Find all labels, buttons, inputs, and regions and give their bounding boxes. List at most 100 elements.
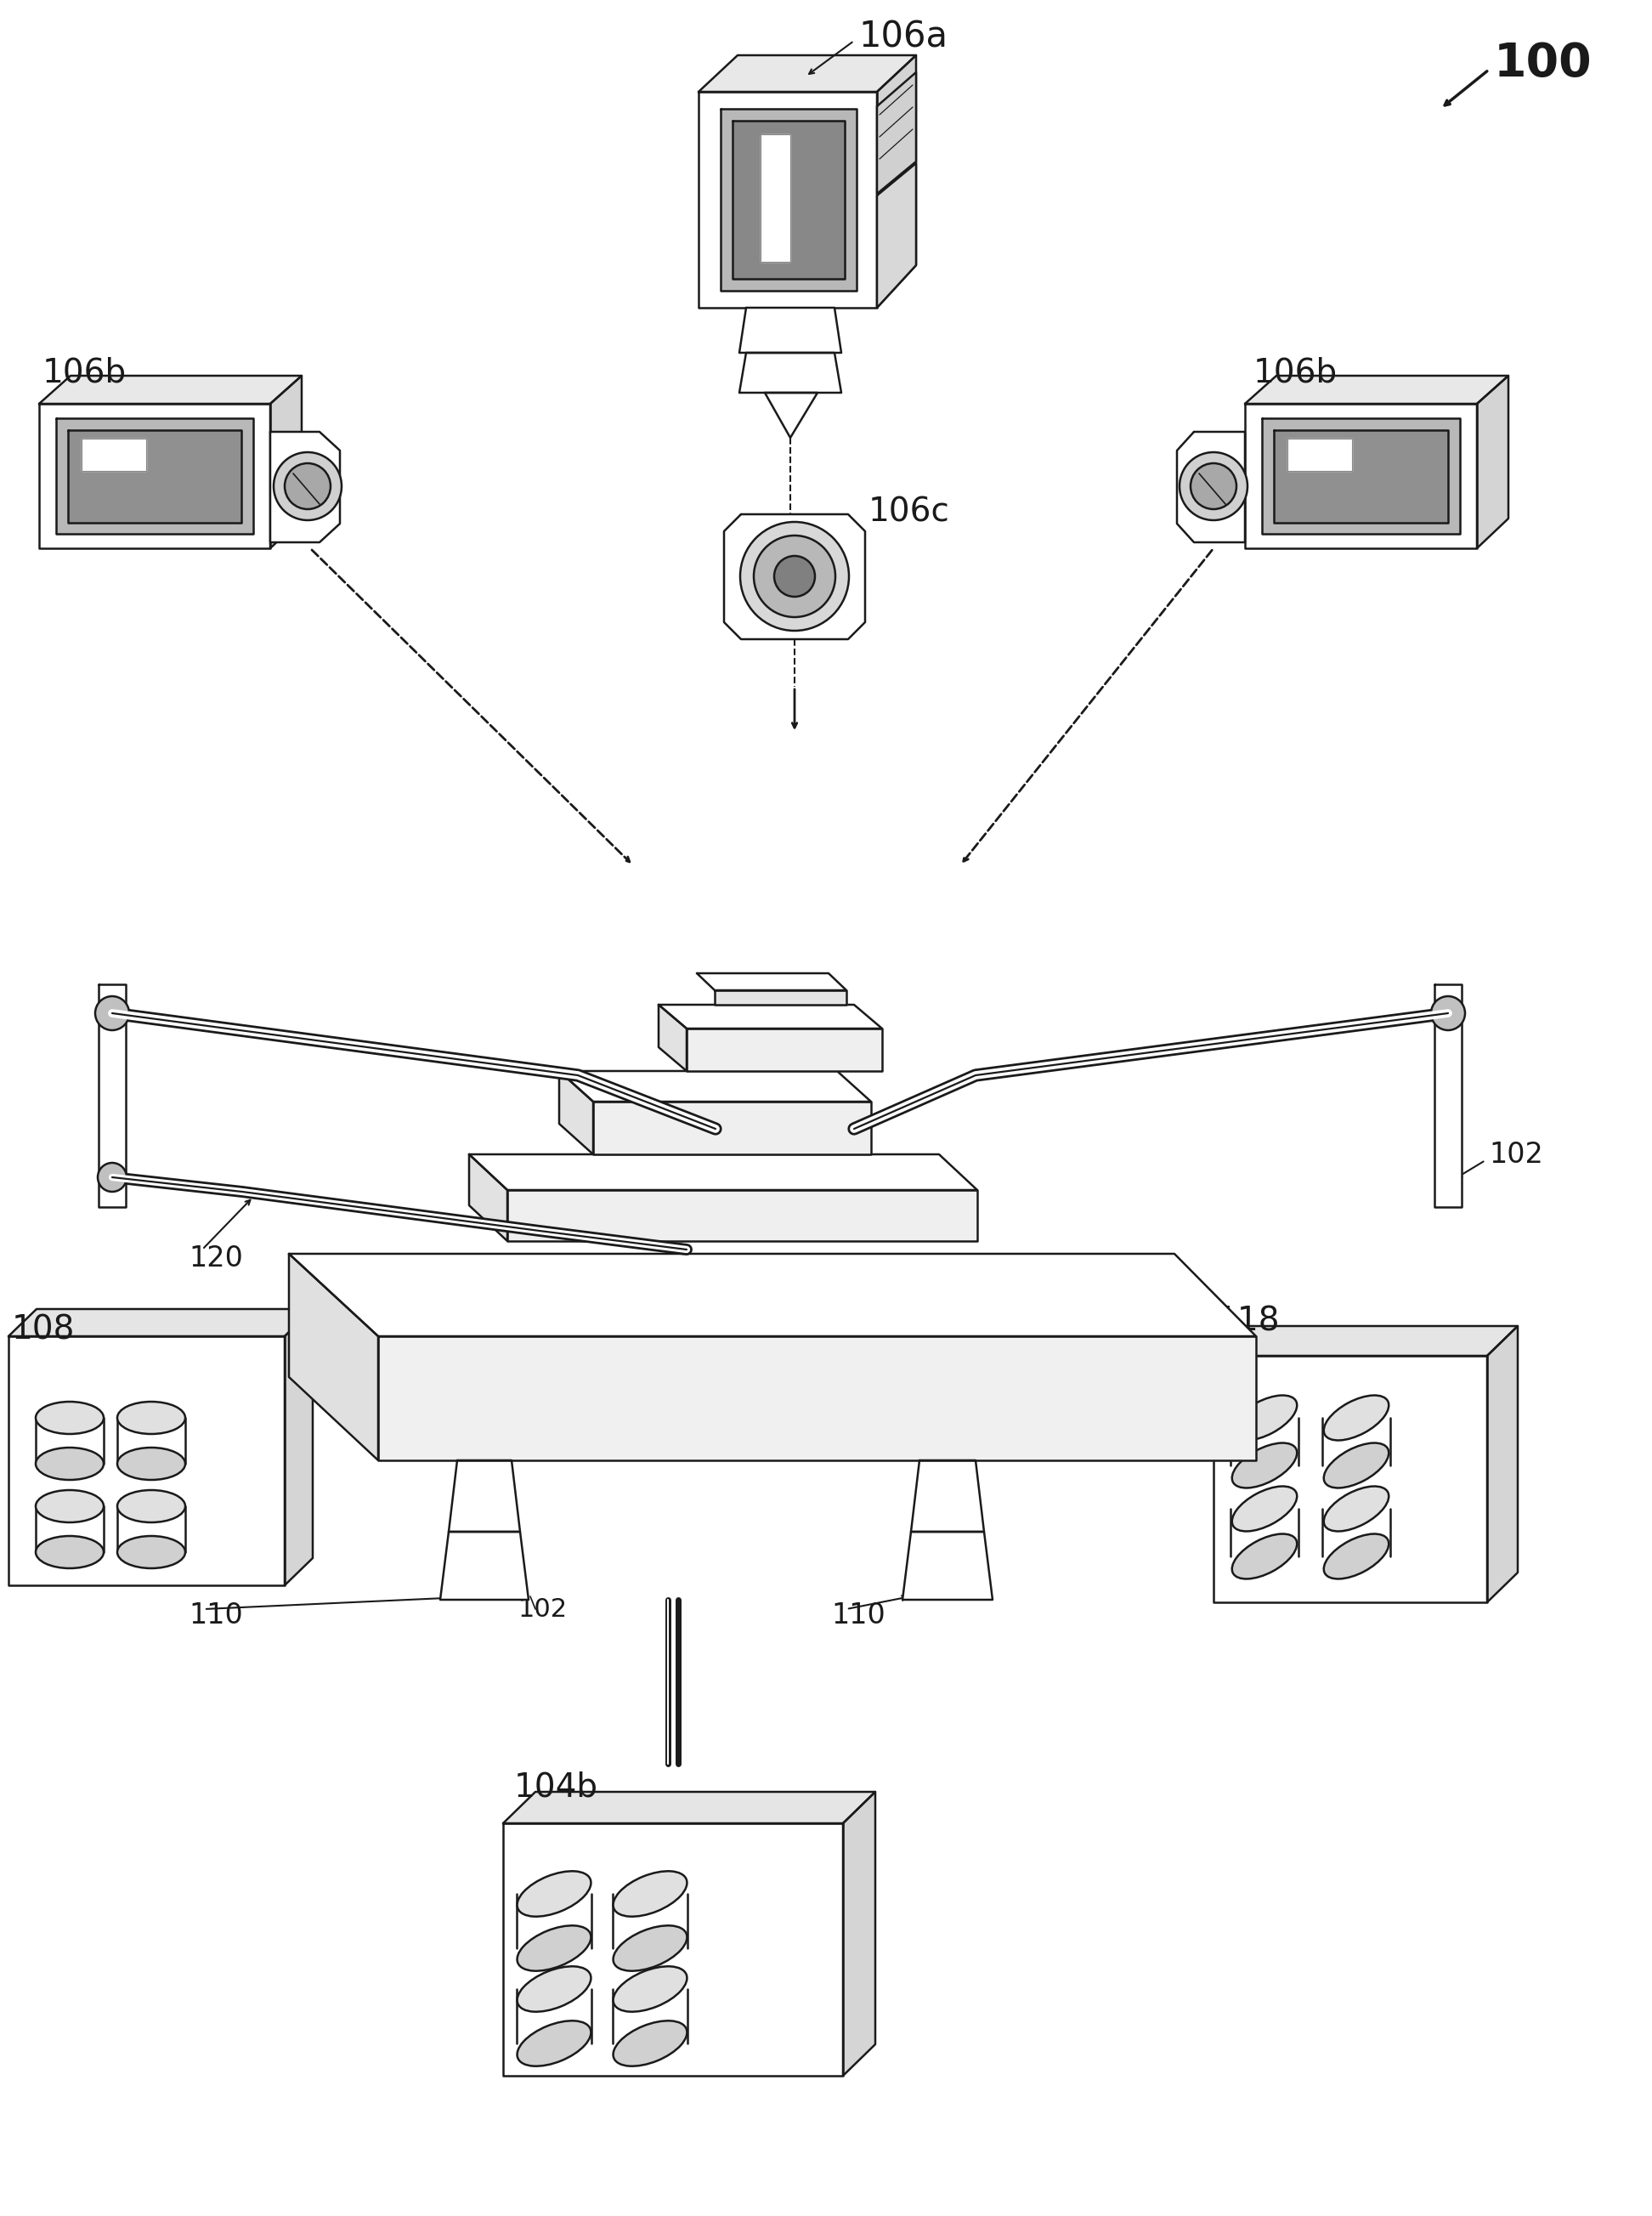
Polygon shape [659, 1004, 687, 1070]
Polygon shape [40, 377, 302, 403]
Polygon shape [1262, 419, 1460, 534]
Polygon shape [469, 1155, 507, 1241]
Polygon shape [760, 135, 790, 261]
Polygon shape [687, 1028, 882, 1070]
Polygon shape [68, 430, 241, 523]
Ellipse shape [117, 1536, 185, 1569]
Text: 102: 102 [519, 1598, 568, 1622]
Ellipse shape [117, 1489, 185, 1522]
Ellipse shape [613, 2021, 687, 2065]
Polygon shape [1287, 439, 1351, 472]
Ellipse shape [517, 2021, 591, 2065]
Ellipse shape [1232, 1533, 1297, 1578]
Text: 118: 118 [1218, 1305, 1280, 1336]
Polygon shape [81, 439, 145, 472]
Ellipse shape [96, 997, 129, 1030]
Text: 104a: 104a [752, 1108, 816, 1132]
Text: 110: 110 [831, 1600, 885, 1629]
Polygon shape [449, 1460, 520, 1531]
Ellipse shape [1191, 463, 1236, 510]
Ellipse shape [1232, 1396, 1297, 1440]
Ellipse shape [117, 1403, 185, 1434]
Ellipse shape [740, 523, 849, 632]
Polygon shape [1246, 377, 1508, 403]
Polygon shape [1477, 377, 1508, 547]
Text: 120: 120 [188, 1243, 243, 1272]
Ellipse shape [753, 536, 836, 616]
Text: 106b: 106b [1254, 357, 1338, 388]
Text: 102: 102 [474, 1567, 524, 1591]
Polygon shape [877, 164, 917, 308]
Polygon shape [697, 973, 846, 991]
Polygon shape [877, 55, 917, 308]
Ellipse shape [274, 452, 342, 521]
Polygon shape [284, 1310, 312, 1584]
Polygon shape [504, 1793, 876, 1824]
Polygon shape [439, 1531, 529, 1600]
Ellipse shape [36, 1536, 104, 1569]
Text: 110: 110 [188, 1600, 243, 1629]
Ellipse shape [613, 1870, 687, 1917]
Ellipse shape [36, 1447, 104, 1480]
Polygon shape [99, 984, 126, 1208]
Polygon shape [8, 1336, 284, 1584]
Ellipse shape [1323, 1396, 1389, 1440]
Polygon shape [715, 991, 846, 1004]
Polygon shape [1214, 1356, 1487, 1602]
Polygon shape [378, 1336, 1256, 1460]
Text: 106c: 106c [869, 496, 950, 527]
Polygon shape [507, 1190, 978, 1241]
Polygon shape [740, 352, 841, 392]
Polygon shape [732, 120, 844, 279]
Polygon shape [902, 1531, 993, 1600]
Ellipse shape [613, 1966, 687, 2012]
Polygon shape [558, 1070, 593, 1155]
Text: 108: 108 [12, 1314, 74, 1347]
Polygon shape [1274, 430, 1449, 523]
Ellipse shape [613, 1926, 687, 1970]
Ellipse shape [517, 1870, 591, 1917]
Polygon shape [1487, 1325, 1518, 1602]
Ellipse shape [517, 1966, 591, 2012]
Ellipse shape [36, 1489, 104, 1522]
Polygon shape [724, 514, 866, 638]
Polygon shape [271, 432, 340, 543]
Ellipse shape [775, 556, 814, 596]
Ellipse shape [1232, 1487, 1297, 1531]
Polygon shape [699, 55, 917, 91]
Ellipse shape [517, 1926, 591, 1970]
Polygon shape [40, 403, 271, 547]
Polygon shape [765, 392, 818, 439]
Ellipse shape [1232, 1443, 1297, 1487]
Polygon shape [1214, 1325, 1518, 1356]
Polygon shape [558, 1070, 871, 1101]
Ellipse shape [1323, 1443, 1389, 1487]
Polygon shape [469, 1155, 978, 1190]
Ellipse shape [117, 1447, 185, 1480]
Text: 2: 2 [388, 1345, 405, 1372]
Polygon shape [271, 377, 302, 547]
Text: 112: 112 [676, 1075, 730, 1104]
Polygon shape [699, 91, 877, 308]
Polygon shape [504, 1824, 843, 2076]
Text: 104b: 104b [514, 1771, 598, 1804]
Ellipse shape [1431, 997, 1465, 1030]
Polygon shape [740, 308, 841, 352]
Polygon shape [593, 1101, 871, 1155]
Polygon shape [843, 1793, 876, 2076]
Ellipse shape [97, 1163, 127, 1192]
Polygon shape [659, 1004, 882, 1028]
Polygon shape [289, 1254, 1256, 1336]
Text: 102: 102 [1488, 1141, 1543, 1168]
Ellipse shape [1180, 452, 1247, 521]
Polygon shape [56, 419, 253, 534]
Text: 106b: 106b [43, 357, 127, 388]
Polygon shape [8, 1310, 312, 1336]
Text: 106a: 106a [859, 20, 948, 55]
Ellipse shape [1323, 1533, 1389, 1578]
Ellipse shape [1323, 1487, 1389, 1531]
Polygon shape [910, 1460, 985, 1531]
Text: 100: 100 [1493, 40, 1593, 86]
Polygon shape [877, 73, 917, 193]
Polygon shape [1246, 403, 1477, 547]
